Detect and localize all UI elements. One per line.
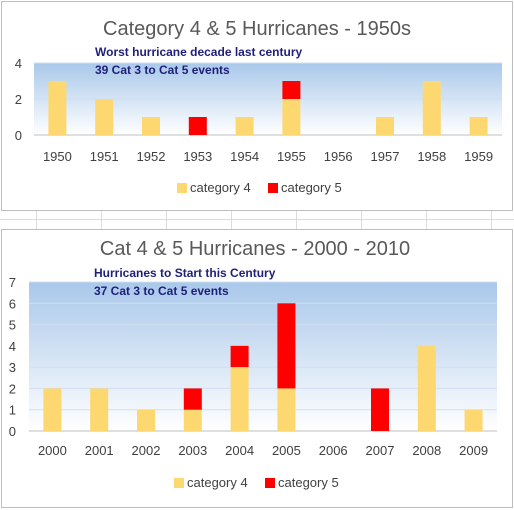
x-tick-label: 2005: [272, 443, 301, 458]
x-tick-label: 1952: [137, 149, 166, 164]
bar-category-5-2003: [183, 388, 202, 410]
x-tick-label: 2006: [319, 443, 348, 458]
x-tick-label: 2000: [38, 443, 67, 458]
legend: category 4 category 5: [177, 180, 342, 195]
chart-1950s[interactable]: Category 4 & 5 Hurricanes - 1950s 0 2 4 195…: [1, 1, 513, 211]
legend-swatch-category-4: [174, 478, 184, 488]
legend-label-category-5: category 5: [278, 475, 339, 490]
bar-category-5-1955: [282, 81, 301, 99]
y-tick-label: 1: [9, 403, 16, 418]
annotation-line-2: 37 Cat 3 to Cat 5 events: [94, 284, 229, 298]
y-tick-label: 4: [9, 339, 16, 354]
annotation-line-1: Hurricanes to Start this Century: [94, 266, 276, 280]
x-tick-label: 1954: [230, 149, 259, 164]
bar-category-4-1952: [142, 117, 160, 135]
x-tick-label: 2009: [459, 443, 488, 458]
x-tick-label: 1950: [43, 149, 72, 164]
x-tick-label: 2002: [132, 443, 161, 458]
bar-category-4-2003: [183, 409, 202, 431]
y-tick-label: 6: [9, 296, 16, 311]
chart-title: Cat 4 & 5 Hurricanes - 2000 - 2010: [100, 238, 410, 260]
x-tick-label: 1951: [90, 149, 119, 164]
x-tick-label: 2004: [225, 443, 254, 458]
y-tick-label: 2: [9, 381, 16, 396]
legend-label-category-4: category 4: [190, 180, 251, 195]
x-tick-label: 1957: [371, 149, 400, 164]
bar-category-4-2002: [137, 409, 155, 431]
y-tick-label: 7: [9, 275, 16, 290]
y-tick-label: 2: [15, 92, 22, 107]
bar-category-5-2007: [371, 388, 389, 431]
legend-label-category-5: category 5: [281, 180, 342, 195]
bar-category-4-1958: [422, 81, 441, 135]
bar-category-5-2005: [277, 303, 296, 389]
x-tick-label: 2008: [412, 443, 441, 458]
x-tick-label: 2003: [178, 443, 207, 458]
legend-swatch-category-4: [177, 183, 187, 193]
x-tick-label: 2007: [366, 443, 395, 458]
legend: category 4 category 5: [174, 475, 339, 490]
y-tick-label: 5: [9, 318, 16, 333]
chart-title: Category 4 & 5 Hurricanes - 1950s: [103, 18, 411, 40]
legend-label-category-4: category 4: [187, 475, 248, 490]
y-tick-label: 0: [15, 128, 22, 143]
legend-swatch-category-5: [268, 183, 278, 193]
bar-category-4-2005: [277, 388, 296, 431]
x-tick-label: 1959: [464, 149, 493, 164]
bar-category-4-1955: [282, 99, 301, 135]
bar-category-5-1953: [188, 117, 207, 135]
bar-category-4-1951: [95, 99, 114, 135]
x-tick-label: 1958: [417, 149, 446, 164]
x-tick-label: 1956: [324, 149, 353, 164]
y-tick-label: 4: [15, 56, 22, 71]
bar-category-5-2004: [230, 345, 249, 368]
chart-2000s[interactable]: Cat 4 & 5 Hurricanes - 2000 - 2010 0 1 2 3 4…: [1, 229, 513, 508]
x-tick-label: 1955: [277, 149, 306, 164]
chart-2000s-canvas: Cat 4 & 5 Hurricanes - 2000 - 2010 0 1 2 3 4…: [9, 238, 497, 490]
annotation-line-1: Worst hurricane decade last century: [95, 45, 303, 59]
chart-1950s-canvas: Category 4 & 5 Hurricanes - 1950s 0 2 4 195…: [15, 18, 502, 195]
x-tick-label: 2001: [85, 443, 114, 458]
bar-category-4-1959: [469, 117, 488, 135]
y-tick-label: 3: [9, 360, 16, 375]
bar-category-4-2001: [90, 388, 109, 431]
bar-category-4-2009: [464, 409, 483, 431]
bar-category-4-2000: [43, 388, 62, 431]
bar-category-4-1954: [235, 117, 254, 135]
x-tick-label: 1953: [183, 149, 212, 164]
bar-category-4-1950: [48, 81, 67, 135]
bar-category-4-2004: [230, 367, 249, 431]
legend-swatch-category-5: [265, 478, 275, 488]
y-tick-label: 0: [9, 424, 16, 439]
bar-category-4-2008: [417, 345, 436, 431]
bar-category-4-1957: [376, 117, 394, 135]
annotation-line-2: 39 Cat 3 to Cat 5 events: [95, 63, 230, 77]
